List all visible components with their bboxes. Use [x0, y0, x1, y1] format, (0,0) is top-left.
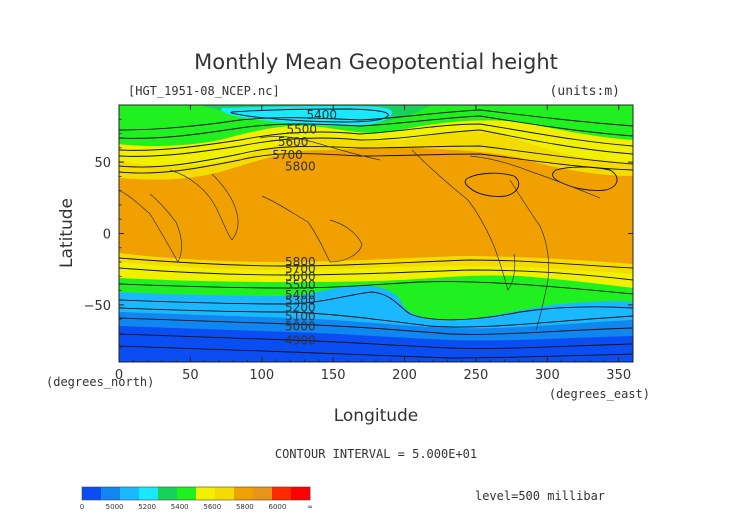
contour-label: 5300 — [285, 294, 316, 308]
x-tick-label: 350 — [606, 368, 631, 383]
file-label: [HGT_1951-08_NCEP.nc] — [128, 84, 280, 98]
colorbar-tick-label: 5800 — [236, 503, 254, 511]
contour-interval-text: CONTOUR INTERVAL = 5.000E+01 — [275, 447, 477, 461]
contour-label: 5800 — [285, 159, 316, 173]
contour-label: 5200 — [285, 301, 316, 315]
contour-label: 5800 — [285, 255, 316, 269]
contour-label: 5500 — [286, 122, 317, 136]
colorbar-swatch — [253, 487, 273, 500]
y-axis: 50 0 −50 — [84, 118, 633, 349]
contour-label: 5000 — [285, 319, 316, 333]
colorbar-swatch — [272, 487, 292, 500]
colorbar-swatch — [120, 487, 140, 500]
colorbar-tick-label: 5200 — [138, 503, 156, 511]
contour-line — [119, 115, 633, 139]
colorbar — [81, 486, 311, 501]
contour-lines — [119, 108, 633, 359]
contour-label: 5700 — [285, 262, 316, 276]
contour-line — [552, 166, 618, 191]
colorbar-swatch — [215, 487, 235, 500]
y-tick-label: 0 — [103, 228, 111, 243]
colorbar-swatch — [139, 487, 159, 500]
contour-line — [119, 267, 633, 281]
contour-label: 5100 — [285, 309, 316, 323]
colorbar-swatch — [101, 487, 121, 500]
x-tick-label: 250 — [464, 368, 489, 383]
x-unit-label: (degrees_east) — [549, 387, 650, 401]
contour-label: 5400 — [285, 288, 316, 302]
y-axis-title: Latitude — [57, 198, 77, 268]
colorbar-swatch — [291, 487, 311, 500]
colorbar-swatch — [82, 487, 102, 500]
x-tick-label: 100 — [249, 368, 274, 383]
contour-labels: 5400550056005700580058005700560055005400… — [272, 108, 337, 348]
y-unit-label: (degrees_north) — [46, 375, 154, 389]
x-axis-title: Longitude — [334, 406, 419, 426]
x-tick-label: 300 — [535, 368, 560, 383]
colorbar-swatch — [177, 487, 197, 500]
coastlines — [119, 136, 601, 331]
contour-line — [119, 123, 633, 151]
contour-line — [119, 317, 633, 335]
y-tick-label: −50 — [84, 299, 111, 314]
contour-line — [119, 345, 633, 359]
plot-area — [119, 105, 633, 362]
contour-line — [464, 172, 520, 197]
contour-line — [119, 129, 633, 157]
colorbar-tick-label: 0 — [80, 503, 84, 511]
colorbar-tick-label: 6000 — [269, 503, 287, 511]
contour-line — [119, 333, 633, 349]
colorbar-labels: 0 5000 5200 5400 5600 5800 6000 ∞ — [80, 503, 313, 511]
colorbar-swatch — [158, 487, 178, 500]
colorbar-tick-label: ∞ — [307, 503, 313, 511]
contour-line — [119, 153, 633, 174]
contour-line — [119, 109, 633, 131]
contour-line — [119, 307, 633, 328]
contour-line — [119, 291, 633, 321]
units-label: (units:m) — [550, 84, 620, 99]
colorbar-swatch — [234, 487, 254, 500]
contour-label: 5500 — [285, 278, 316, 292]
x-tick-label: 50 — [182, 368, 199, 383]
x-axis: 0 50 100 150 200 250 300 350 — [115, 105, 631, 383]
contour-line — [230, 108, 389, 123]
x-tick-label: 150 — [321, 368, 346, 383]
contour-label: 4900 — [285, 334, 316, 348]
chart-title: Monthly Mean Geopotential height — [194, 50, 558, 74]
colorbar-frame — [81, 486, 311, 501]
colorbar-tick-label: 5600 — [203, 503, 221, 511]
colorbar-swatch — [196, 487, 216, 500]
contour-label: 5600 — [278, 135, 309, 149]
band-5300-5400-north — [221, 106, 393, 126]
contour-label: 5600 — [285, 269, 316, 283]
y-tick-label: 50 — [94, 156, 111, 171]
x-tick-label: 0 — [115, 368, 123, 383]
contour-line — [119, 257, 633, 269]
x-tick-label: 200 — [392, 368, 417, 383]
colorbar-tick-label: 5000 — [106, 503, 124, 511]
level-text: level=500 millibar — [475, 489, 605, 503]
contour-label: 5700 — [272, 148, 303, 162]
contour-line — [119, 281, 633, 295]
colorbar-tick-label: 5400 — [171, 503, 189, 511]
contour-line — [119, 145, 633, 168]
contour-label: 5400 — [306, 108, 337, 122]
